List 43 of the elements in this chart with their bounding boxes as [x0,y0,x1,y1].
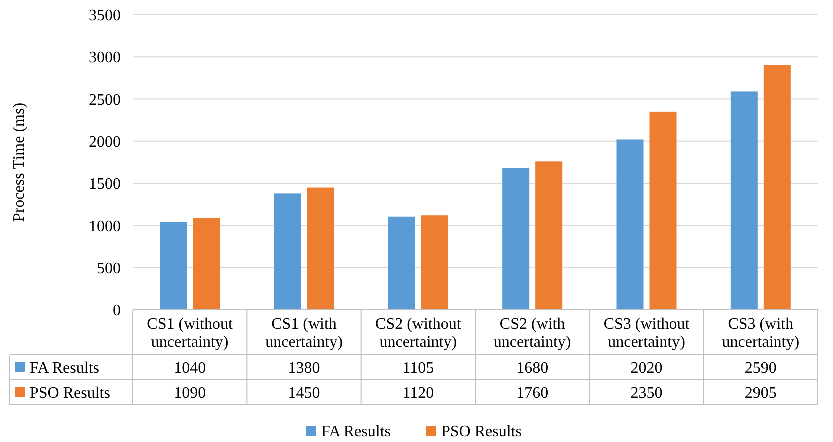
y-tick-label: 0 [113,302,121,320]
data-label: 2905 [744,385,777,402]
legend-label: PSO Results [30,385,110,402]
y-tick-label: 500 [97,260,121,278]
bar [730,92,758,310]
x-tick-label: CS1 (with uncertainty) [266,316,343,352]
data-label: 1380 [288,360,320,378]
bar [193,218,220,310]
data-label: 2350 [630,385,663,402]
data-label: 1040 [174,360,206,378]
y-tick-label: 3000 [89,50,121,67]
data-label: 1450 [288,385,320,402]
data-label: 1120 [402,385,434,402]
y-tick-label: 2000 [89,134,121,152]
x-tick-label: CS2 (without uncertainty) [376,316,462,352]
x-tick-label: CS3 (with uncertainty) [722,316,800,352]
data-label: 2590 [744,360,777,378]
text: FA Results [322,424,391,441]
x-tick-label: CS2 (with uncertainty) [494,316,572,352]
data-label: 1760 [516,385,549,402]
data-label: 2020 [630,360,663,378]
data-label: 1680 [516,360,549,378]
bar [388,216,416,310]
bar [536,162,563,310]
bar [421,216,448,310]
bar [650,112,677,310]
y-tick-label: 1500 [89,176,121,194]
y-tick-label: 1000 [89,218,121,236]
bar [764,65,791,310]
bar [502,168,530,310]
data-label: 1105 [402,360,434,378]
y-axis-title: Process Time (ms) [11,102,28,222]
y-tick-label: 3500 [89,8,121,25]
bar [307,188,334,310]
legend-label: FA Results [30,360,100,378]
bar [160,222,188,310]
x-tick-label: CS3 (without uncertainty) [604,316,690,352]
text: PSO Results [442,424,522,441]
x-tick-label: CS1 (without uncertainty) [147,316,234,352]
data-label: 1090 [174,385,206,402]
y-tick-label: 2500 [89,92,121,109]
bar [616,140,644,310]
bar [274,194,302,310]
